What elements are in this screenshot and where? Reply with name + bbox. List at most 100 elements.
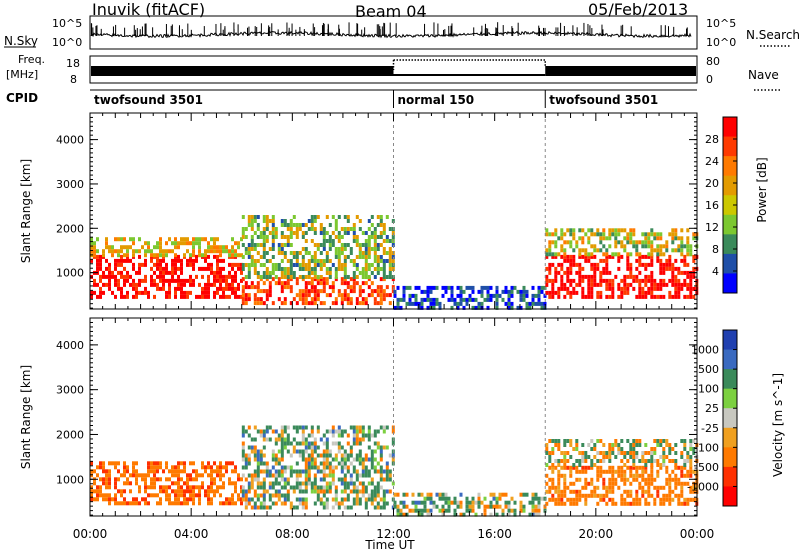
velocity-cell xyxy=(316,469,320,474)
power-cell xyxy=(608,294,612,299)
power-cell xyxy=(244,227,248,231)
power-cell xyxy=(271,301,275,306)
power-cell xyxy=(593,254,597,259)
velocity-cell xyxy=(504,500,508,505)
power-cell xyxy=(370,281,374,286)
velocity-cell xyxy=(617,451,621,455)
velocity-cell xyxy=(411,492,415,497)
velocity-cell xyxy=(141,473,144,478)
velocity-cell xyxy=(575,447,579,451)
velocity-cell xyxy=(629,469,633,474)
power-cell xyxy=(674,228,678,233)
power-cell xyxy=(244,275,248,279)
power-cell xyxy=(355,267,359,271)
velocity-cell xyxy=(225,465,228,470)
power-cell xyxy=(358,271,362,275)
power-cell xyxy=(222,278,225,283)
velocity-cell xyxy=(99,489,102,494)
power-cell xyxy=(340,247,344,251)
power-cell xyxy=(234,290,237,295)
velocity-cell xyxy=(376,445,380,450)
velocity-cell xyxy=(346,441,350,446)
power-cell xyxy=(629,270,633,275)
velocity-cell xyxy=(617,443,621,447)
power-cell xyxy=(548,270,552,275)
power-cell xyxy=(382,267,386,271)
velocity-cell xyxy=(271,473,275,478)
velocity-cell xyxy=(90,485,93,490)
velocity-cell xyxy=(319,469,323,474)
power-cell xyxy=(370,293,374,298)
velocity-cell xyxy=(259,449,263,454)
velocity-cell xyxy=(611,451,615,455)
power-cell xyxy=(195,294,198,299)
velocity-cell xyxy=(352,457,356,462)
velocity-cell xyxy=(123,489,126,494)
power-cell xyxy=(361,301,365,306)
power-cell xyxy=(647,274,651,279)
velocity-cell xyxy=(522,492,526,497)
velocity-cell xyxy=(623,463,627,467)
velocity-cell xyxy=(313,481,317,486)
power-cell xyxy=(379,243,383,247)
velocity-cell xyxy=(668,501,672,506)
power-cell xyxy=(280,231,284,235)
power-cell xyxy=(686,262,690,267)
velocity-cell xyxy=(373,449,377,454)
power-cell xyxy=(578,228,582,233)
velocity-cell xyxy=(608,465,612,470)
power-cell xyxy=(376,301,380,306)
velocity-cell xyxy=(599,459,603,463)
power-cell xyxy=(352,235,356,239)
velocity-cell xyxy=(328,489,332,494)
velocity-cell xyxy=(599,465,603,470)
power-cell xyxy=(456,301,460,306)
power-cell xyxy=(355,239,359,243)
x-tick-label: 20:00 xyxy=(579,527,614,541)
velocity-cell xyxy=(575,497,579,502)
power-cell xyxy=(370,263,374,267)
velocity-cell xyxy=(286,449,290,454)
velocity-cell xyxy=(674,477,678,482)
velocity-cell xyxy=(551,465,555,470)
velocity-cell xyxy=(165,461,168,466)
power-cell xyxy=(423,289,427,294)
velocity-cell xyxy=(635,439,639,443)
velocity-cell xyxy=(554,443,558,447)
velocity-cell xyxy=(405,512,409,517)
power-cell xyxy=(201,237,204,242)
power-cell xyxy=(545,266,549,271)
power-cell xyxy=(608,232,612,237)
velocity-cell xyxy=(480,500,484,505)
velocity-cell xyxy=(545,447,549,451)
power-cell xyxy=(102,249,105,254)
power-cell xyxy=(289,243,293,247)
power-cell xyxy=(373,301,377,306)
velocity-cell xyxy=(513,512,517,517)
power-cell xyxy=(355,275,359,279)
velocity-cell xyxy=(441,508,445,513)
velocity-cell xyxy=(623,497,627,502)
power-cell xyxy=(644,236,648,241)
velocity-cell xyxy=(376,505,380,510)
power-cell xyxy=(168,249,171,254)
power-cell xyxy=(355,215,359,219)
power-cell xyxy=(325,231,329,235)
power-cell xyxy=(426,305,430,310)
velocity-cell xyxy=(295,481,299,486)
power-cell xyxy=(343,267,347,271)
velocity-cell xyxy=(560,501,564,506)
power-cell xyxy=(590,274,594,279)
power-cell xyxy=(638,258,642,263)
power-ylabel: Slant Range [km] xyxy=(19,159,33,263)
power-cell xyxy=(195,254,198,259)
power-cell xyxy=(319,281,323,286)
velocity-cell xyxy=(150,477,153,482)
power-cell xyxy=(593,282,597,287)
velocity-cell xyxy=(426,512,430,517)
power-cell xyxy=(581,278,585,283)
power-cell xyxy=(551,262,555,267)
velocity-cell xyxy=(150,481,153,486)
velocity-cell xyxy=(307,457,311,462)
velocity-cell xyxy=(343,449,347,454)
